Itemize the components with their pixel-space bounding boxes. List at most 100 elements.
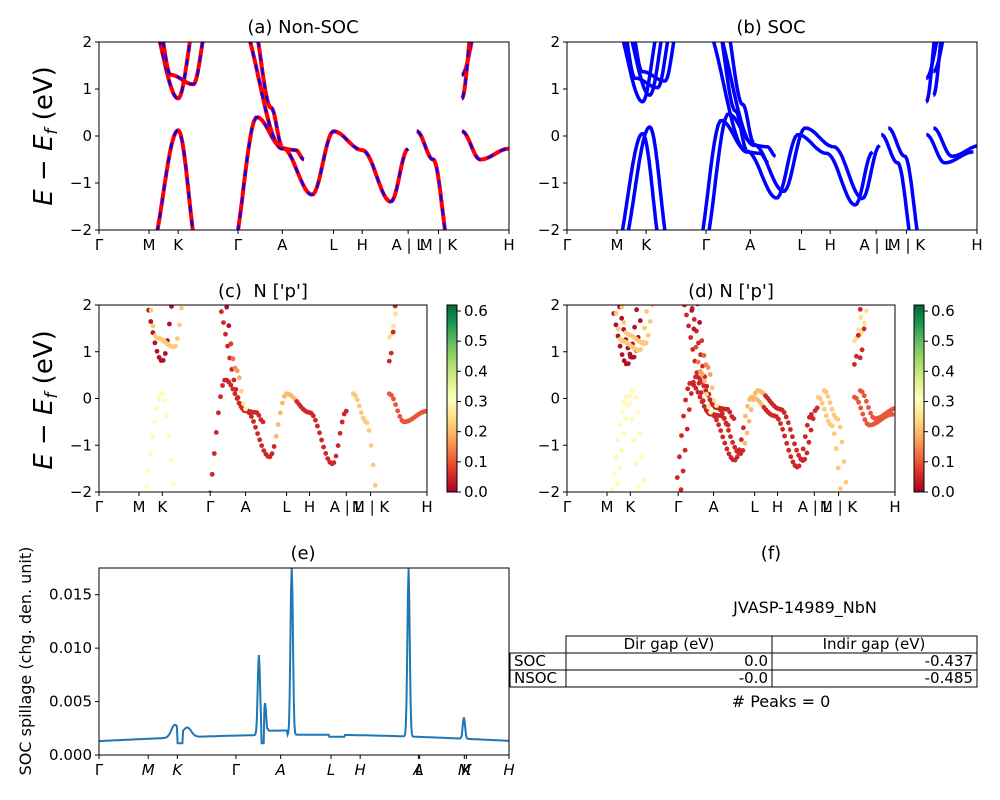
panel-d-title: (d) N ['p'] (688, 281, 774, 302)
projection-point (641, 477, 647, 483)
projection-point (674, 475, 680, 480)
projection-point (166, 434, 172, 439)
projection-point (637, 318, 643, 324)
projection-point (611, 305, 613, 306)
projection-point (776, 416, 781, 422)
panel-b-title: (b) SOC (736, 17, 805, 38)
band-line-soc (887, 126, 919, 230)
projection-point (167, 321, 172, 327)
projection-point (372, 483, 378, 488)
projection-point (697, 320, 702, 325)
y-tick-label: 0.000 (49, 746, 92, 764)
projection-point (893, 405, 895, 411)
projection-point (726, 451, 732, 457)
y-tick-label: −2 (538, 221, 560, 239)
projection-point (859, 389, 865, 395)
x-tick-label: H (503, 761, 514, 779)
panel-c-colorbar: 0.0 0.1 0.2 0.3 0.4 0.5 0.6 (446, 302, 488, 501)
projection-point (839, 439, 845, 445)
y-tick-label: 1 (550, 343, 560, 361)
projection-point (697, 394, 703, 400)
band-line-soc (630, 42, 663, 97)
projection-point (809, 412, 814, 417)
projection-point (271, 444, 277, 449)
projection-point (323, 451, 329, 456)
projection-point (689, 308, 695, 313)
panel-e-title: (e) (290, 543, 315, 564)
x-tick-label: A | L (798, 498, 832, 516)
projection-point (391, 323, 396, 329)
y-tick-label: 1 (82, 80, 92, 98)
projection-point (644, 309, 649, 314)
projection-point (629, 416, 635, 422)
projection-point (241, 401, 246, 407)
panel-c-ylabel: E − Ef (eV) (29, 330, 62, 470)
y-tick-label: 2 (550, 33, 560, 51)
projection-point (625, 361, 631, 366)
projection-point (742, 440, 748, 446)
projection-point (339, 419, 345, 425)
band-line-soc (633, 42, 676, 83)
y-tick-label: 1 (82, 343, 92, 361)
projection-point (635, 410, 641, 415)
gap-table: Dir gap (eV) Indir gap (eV) SOC 0.0 -0.4… (509, 635, 978, 688)
table-cell-value: -0.485 (925, 669, 973, 687)
x-tick-label: A (708, 498, 719, 516)
table-header-indir: Indir gap (eV) (823, 635, 926, 653)
panel-f-subtitle: JVASP-14989_NbN (732, 598, 877, 618)
colorbar-tick-label: 0.6 (464, 302, 488, 320)
projection-point (613, 454, 619, 460)
projection-point (331, 460, 337, 465)
projection-point (841, 459, 847, 464)
projection-point (709, 385, 715, 391)
x-tick-label: A (277, 236, 288, 254)
projection-point (146, 468, 152, 474)
projection-point (827, 400, 833, 405)
y-tick-label: −2 (538, 483, 560, 501)
projection-point (854, 353, 859, 359)
panel-f-title: (f) (761, 543, 781, 564)
x-tick-label: H (825, 236, 836, 254)
x-tick-label: M (458, 761, 471, 779)
panel-e-yticks: 0.000 0.005 0.010 0.015 (49, 586, 99, 764)
projection-point (855, 332, 861, 338)
projection-point (734, 454, 740, 460)
projection-point (251, 419, 256, 424)
projection-point (788, 427, 793, 432)
projection-point (631, 437, 637, 443)
projection-point (615, 326, 621, 332)
projection-point (864, 308, 869, 314)
projection-point (613, 311, 619, 316)
projection-point (712, 398, 717, 403)
projection-point (273, 433, 279, 439)
band-line-soc (881, 132, 911, 230)
projection-point (619, 352, 625, 357)
projection-point (231, 377, 237, 383)
projection-point (319, 437, 324, 443)
projection-point (634, 307, 639, 313)
y-tick-label: 0.015 (49, 586, 92, 604)
x-tick-label: K (157, 498, 168, 516)
panel-d-frame (566, 304, 896, 493)
projection-point (802, 434, 808, 439)
projection-point (860, 411, 866, 417)
projection-point (621, 431, 626, 437)
projection-point (144, 484, 150, 490)
x-tick-label: M | K (888, 236, 927, 254)
projection-point (730, 440, 735, 445)
x-tick-label: M (142, 761, 155, 779)
colorbar-tick-label: 0.5 (931, 332, 955, 350)
projection-point (691, 379, 696, 385)
x-tick-label: L (797, 236, 806, 254)
projection-point (389, 392, 394, 398)
projection-point (255, 431, 260, 436)
projection-point (750, 397, 756, 403)
panel-a-yticks: −2 −1 0 1 2 (70, 33, 99, 239)
projection-point (862, 320, 867, 326)
x-tick-label: M (611, 236, 624, 254)
panel-e-frame (98, 567, 510, 756)
projection-point (317, 430, 322, 436)
